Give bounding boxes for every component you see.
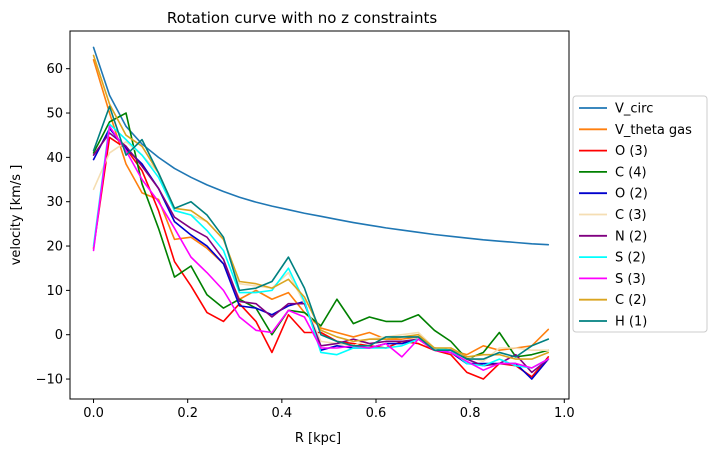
y-axis-ticks: −10 0 10 20 30 40 50 60 (36, 62, 70, 388)
legend: V_circ V_theta gas O (3) C (4) O (2) C (3) N (… (572, 95, 708, 333)
series-line-h-1 (92, 105, 550, 360)
y-tick-label: 30 (46, 195, 63, 210)
series-line-v-theta-gas (92, 59, 550, 356)
y-tick-label: 20 (46, 240, 63, 255)
y-tick-label: 60 (46, 62, 63, 77)
legend-label-v-circ: V_circ (615, 102, 653, 117)
x-tick-label: 0.2 (177, 406, 198, 421)
legend-label-c-4: C (4) (615, 165, 647, 180)
series-line-n-2 (92, 132, 550, 374)
legend-label-c-3: C (3) (615, 208, 647, 223)
x-axis-label: R [kpc] (295, 431, 341, 446)
legend-label-c-2: C (2) (615, 293, 647, 308)
plot-frame (69, 30, 570, 400)
y-tick-label: 40 (46, 151, 63, 166)
legend-label-s-3: S (3) (615, 272, 646, 287)
legend-label-n-2: N (2) (615, 229, 647, 244)
series-line-s-3 (92, 125, 550, 371)
x-tick-label: 1.0 (554, 406, 575, 421)
x-tick-label: 0.4 (271, 406, 292, 421)
x-axis-ticks: 0.0 0.2 0.4 0.6 0.8 1.0 (83, 399, 575, 421)
series-line-v-circ (92, 46, 550, 246)
y-tick-label: −10 (36, 373, 63, 388)
legend-box (572, 95, 708, 333)
x-tick-label: 0.6 (366, 406, 387, 421)
plot-lines (92, 46, 550, 380)
legend-label-o-2: O (2) (615, 187, 648, 202)
y-tick-label: 0 (55, 328, 63, 343)
chart-title: Rotation curve with no z constraints (167, 9, 438, 27)
legend-items: V_circ V_theta gas O (3) C (4) O (2) C (3) N (… (579, 102, 692, 330)
x-tick-label: 0.8 (460, 406, 481, 421)
legend-label-o-3: O (3) (615, 144, 648, 159)
legend-label-s-2: S (2) (615, 251, 646, 266)
x-tick-label: 0.0 (83, 406, 104, 421)
y-tick-label: 10 (46, 284, 63, 299)
legend-label-v-theta-gas: V_theta gas (615, 123, 692, 138)
legend-label-h-1: H (1) (615, 315, 647, 330)
y-axis-label: velocity [km/s ] (9, 165, 24, 266)
y-tick-label: 50 (46, 107, 63, 122)
